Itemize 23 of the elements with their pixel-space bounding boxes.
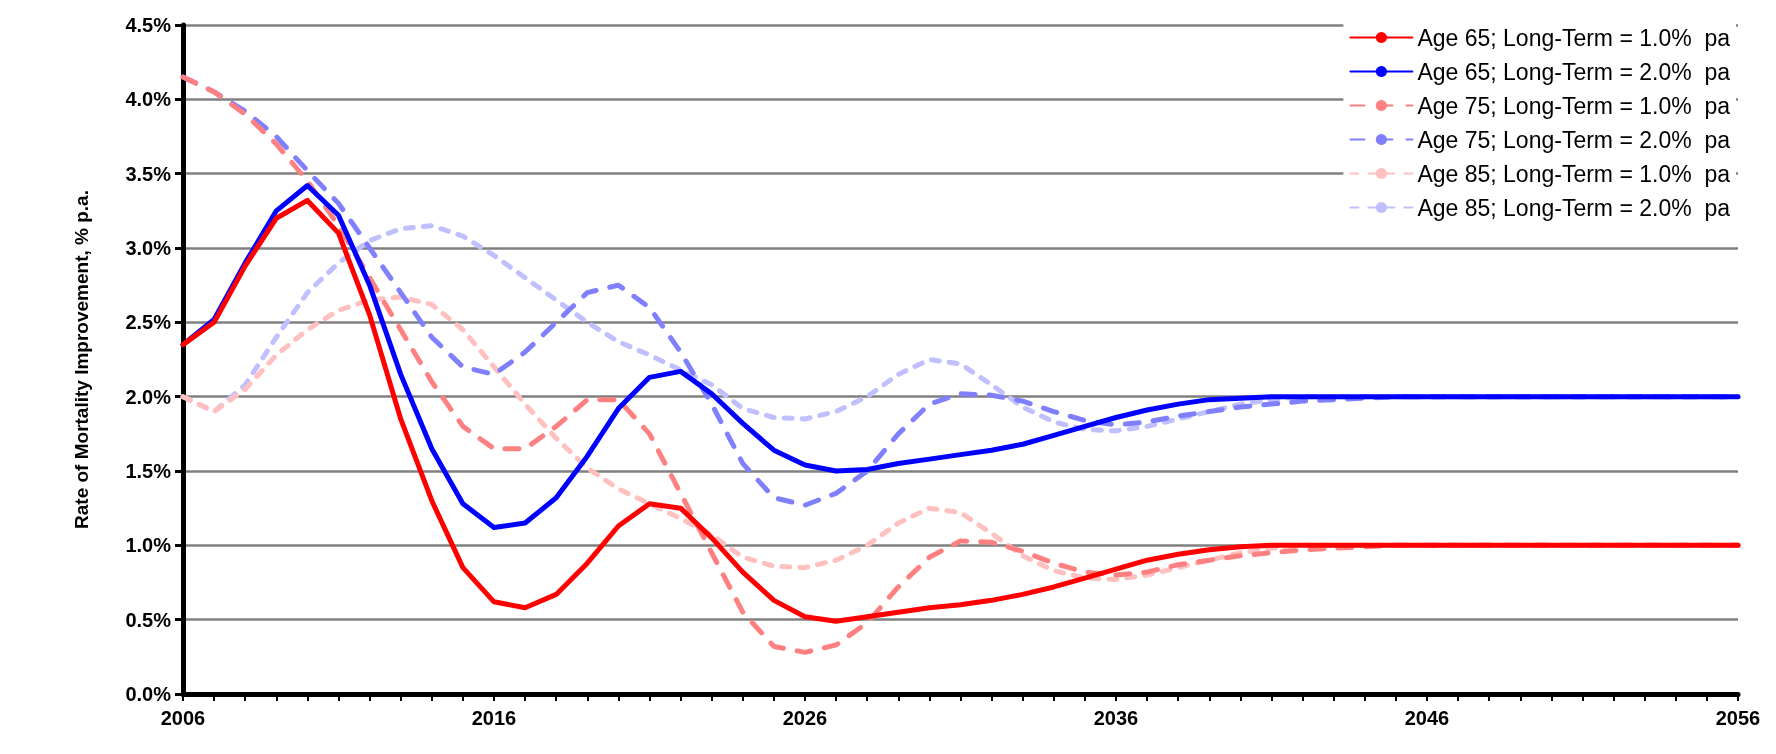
x-tick-label: 2016 xyxy=(471,707,517,729)
x-tick-label: 2056 xyxy=(1715,707,1761,729)
y-tick-label: 3.0% xyxy=(125,237,172,259)
y-axis-title: Rate of Mortality Improvement, % p.a. xyxy=(71,190,92,529)
y-tick-label: 2.0% xyxy=(125,385,172,408)
legend-label: Age 75; Long-Term = 1.0% pa xyxy=(1417,92,1731,119)
y-tick-label: 4.5% xyxy=(125,14,172,36)
x-tick-label: 2006 xyxy=(160,707,206,729)
x-tick-label: 2036 xyxy=(1093,707,1139,729)
y-tick-label: 4.0% xyxy=(125,88,172,111)
legend-label: Age 65; Long-Term = 2.0% pa xyxy=(1417,58,1731,85)
x-tick-label: 2026 xyxy=(782,707,828,729)
x-tick-label: 2046 xyxy=(1404,707,1450,729)
y-tick-label: 1.0% xyxy=(125,534,172,557)
y-tick-label: 2.5% xyxy=(125,311,172,334)
legend-label: Age 85; Long-Term = 2.0% pa xyxy=(1417,194,1731,221)
legend-label: Age 85; Long-Term = 1.0% pa xyxy=(1417,160,1731,187)
y-tick-label: 3.5% xyxy=(125,162,172,185)
y-tick-label: 1.5% xyxy=(125,460,172,482)
y-tick-label: 0.5% xyxy=(125,608,172,631)
legend-label: Age 75; Long-Term = 2.0% pa xyxy=(1417,126,1731,153)
legend-label: Age 65; Long-Term = 1.0% pa xyxy=(1417,24,1731,51)
y-tick-label: 0.0% xyxy=(125,683,172,705)
